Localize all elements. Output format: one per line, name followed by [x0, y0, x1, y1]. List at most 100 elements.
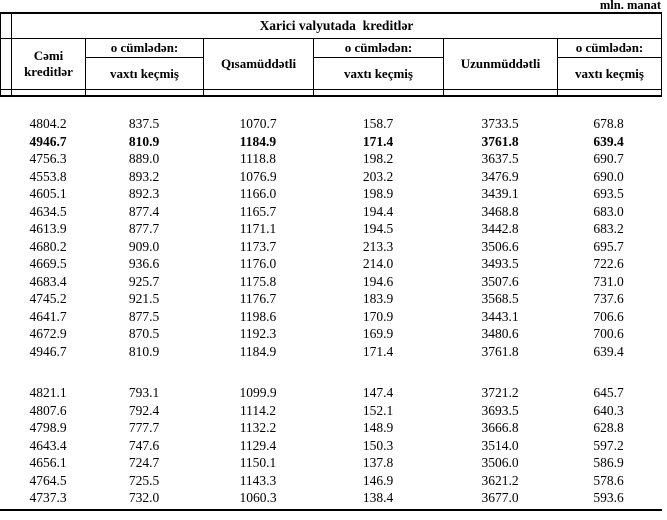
cell: 578.6 [593, 472, 624, 488]
cell: 586.9 [593, 455, 624, 470]
header-including-label: o cümlədən: [558, 39, 661, 58]
cell: 1198.6 [239, 308, 277, 324]
row-stub-cell [0, 168, 11, 186]
table-row: 4804.2 837.5 1070.7 158.7 3733.5 678.8 [0, 115, 662, 133]
table-title-row: Xarici valyutada kreditlər [1, 14, 661, 39]
row-stub-cell [0, 220, 11, 238]
cell: 4946.7 [29, 343, 67, 359]
unit-label: mln. manat [599, 0, 661, 12]
table-header: Xarici valyutada kreditlər Cəmi kreditlə… [0, 14, 662, 97]
row-stub-cell [0, 150, 11, 168]
row-stub-cell [0, 472, 11, 490]
table-row: 4756.3 889.0 1118.8 198.2 3637.5 690.7 [0, 150, 662, 168]
cell: 1076.9 [239, 168, 277, 184]
cell: 722.6 [593, 256, 624, 271]
table-row: 4680.2 909.0 1173.7 213.3 3506.6 695.7 [0, 238, 662, 256]
cell: 1166.0 [239, 186, 277, 201]
cell: 639.4 [593, 343, 624, 359]
row-stub-cell [0, 185, 11, 203]
header-long-term-overdue: o cümlədən: vaxtı keçmiş [558, 39, 661, 89]
cell: 893.2 [128, 168, 160, 184]
table-row: 4656.1 724.7 1150.1 137.8 3506.0 586.9 [0, 454, 662, 472]
cell: 4683.4 [29, 273, 67, 289]
cell: 737.6 [593, 291, 624, 306]
row-stub-cell [0, 290, 11, 308]
cell: 3666.8 [481, 420, 519, 435]
row-stub-cell [0, 402, 11, 420]
cell: 1060.3 [239, 490, 277, 505]
cell: 877.5 [128, 308, 160, 324]
cell: 171.4 [362, 343, 394, 359]
cell: 4613.9 [29, 221, 67, 236]
cell: 1099.9 [239, 385, 277, 400]
cell: 690.7 [593, 151, 624, 166]
cell: 777.7 [128, 420, 160, 435]
cell: 3693.5 [481, 402, 519, 418]
foreign-currency-credits-table: Xarici valyutada kreditlər Cəmi kreditlə… [0, 12, 662, 511]
row-stub-cell [0, 273, 11, 291]
cell: 4672.9 [29, 326, 67, 341]
cell: 170.9 [362, 308, 394, 324]
header-total-overdue: o cümlədən: vaxtı keçmiş [86, 39, 204, 89]
cell: 4643.4 [29, 437, 67, 453]
table-row: 4798.9 777.7 1132.2 148.9 3666.8 628.8 [0, 419, 662, 437]
row-stub-cell [0, 437, 11, 455]
cell: 146.9 [362, 472, 394, 488]
cell: 639.4 [593, 133, 624, 149]
table-row: 4807.6 792.4 1114.2 152.1 3693.5 640.3 [0, 402, 662, 420]
table-row: 4745.2 921.5 1176.7 183.9 3568.5 737.6 [0, 290, 662, 308]
cell: 693.5 [593, 186, 624, 201]
cell: 4553.8 [29, 168, 67, 184]
row-stub-cell [0, 325, 11, 343]
cell: 731.0 [593, 273, 624, 289]
cell: 732.0 [128, 490, 160, 505]
cell: 889.0 [128, 151, 160, 166]
cell: 3476.9 [481, 168, 519, 184]
cell: 3733.5 [481, 116, 519, 131]
cell: 936.6 [128, 256, 160, 271]
cell: 3507.6 [481, 273, 519, 289]
cell: 1129.4 [239, 437, 277, 453]
cell: 3442.8 [481, 221, 519, 236]
row-stub-cell [0, 419, 11, 437]
table-row: 4764.5 725.5 1143.3 146.9 3621.2 578.6 [0, 472, 662, 490]
cell: 4680.2 [29, 238, 67, 254]
left-stub-cell [1, 39, 12, 89]
cell: 194.4 [362, 203, 394, 219]
cell: 1150.1 [239, 455, 277, 470]
header-bottom-strip [1, 90, 661, 95]
cell: 138.4 [362, 490, 394, 505]
cell: 1184.9 [239, 343, 277, 359]
row-stub-cell [0, 384, 11, 402]
cell: 137.8 [362, 455, 394, 470]
table-row: 4669.5 936.6 1176.0 214.0 3493.5 722.6 [0, 255, 662, 273]
row-stub-cell [0, 203, 11, 221]
cell: 921.5 [128, 291, 160, 306]
cell: 1132.2 [239, 420, 277, 435]
cell: 683.2 [593, 221, 624, 236]
cell: 1175.8 [239, 273, 277, 289]
cell: 925.7 [128, 273, 160, 289]
cell: 3677.0 [481, 490, 519, 505]
table-row: 4553.8 893.2 1076.9 203.2 3476.9 690.0 [0, 168, 662, 186]
group-spacer [0, 360, 662, 384]
cell: 1171.1 [239, 221, 277, 236]
cell: 3493.5 [481, 256, 519, 271]
table-row: 4946.7 810.9 1184.9 171.4 3761.8 639.4 [0, 133, 662, 151]
cell: 792.4 [128, 402, 160, 418]
cell: 724.7 [128, 455, 160, 470]
left-stub-cell [1, 14, 12, 38]
cell: 213.3 [362, 238, 394, 254]
cell: 4807.6 [29, 402, 67, 418]
cell: 3480.6 [481, 326, 519, 341]
cell: 214.0 [362, 256, 394, 271]
cell: 747.6 [128, 437, 160, 453]
cell: 194.6 [362, 273, 394, 289]
left-stub-cell [1, 90, 12, 95]
cell: 1114.2 [239, 402, 277, 418]
cell: 158.7 [362, 116, 394, 131]
cell: 198.2 [362, 151, 394, 166]
table-row: 4946.7 810.9 1184.9 171.4 3761.8 639.4 [0, 343, 662, 361]
cell: 194.5 [362, 221, 394, 236]
header-overdue-label: vaxtı keçmiş [110, 65, 179, 81]
